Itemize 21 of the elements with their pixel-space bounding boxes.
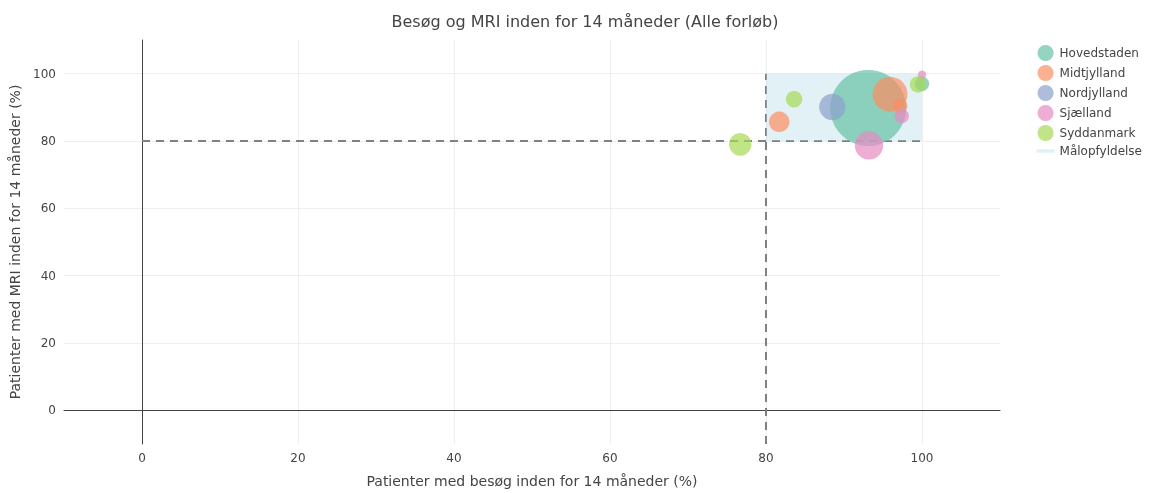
legend-label: Målopfyldelse: [1059, 144, 1142, 158]
legend-label: Hovedstaden: [1059, 46, 1139, 60]
x-tick-label: 80: [758, 451, 774, 465]
legend-label: Sjælland: [1059, 106, 1112, 120]
y-tick-label: 60: [40, 201, 56, 216]
y-tick-label: 100: [33, 66, 56, 81]
x-tick-label: 0: [138, 451, 146, 465]
x-tick-label: 40: [446, 451, 462, 465]
x-tick-label: 20: [290, 451, 306, 465]
legend-label: Nordjylland: [1059, 86, 1128, 100]
chart-title: Besøg og MRI inden for 14 måneder (Alle forløb): [391, 11, 779, 31]
y-axis-title: Patienter med MRI inden for 14 måneder (%): [7, 84, 24, 400]
y-tick-label: 0: [48, 403, 56, 418]
x-tick-label: 100: [910, 451, 934, 465]
y-tick-label: 80: [40, 134, 56, 148]
y-tick-label: 40: [40, 268, 56, 283]
x-tick-label: 60: [602, 451, 618, 465]
y-tick-label: 20: [40, 336, 56, 350]
legend-label: Syddanmark: [1059, 126, 1136, 140]
legend-label: Midtjylland: [1059, 66, 1126, 80]
x-axis-title: Patienter med besøg inden for 14 måneder (%): [366, 473, 698, 489]
